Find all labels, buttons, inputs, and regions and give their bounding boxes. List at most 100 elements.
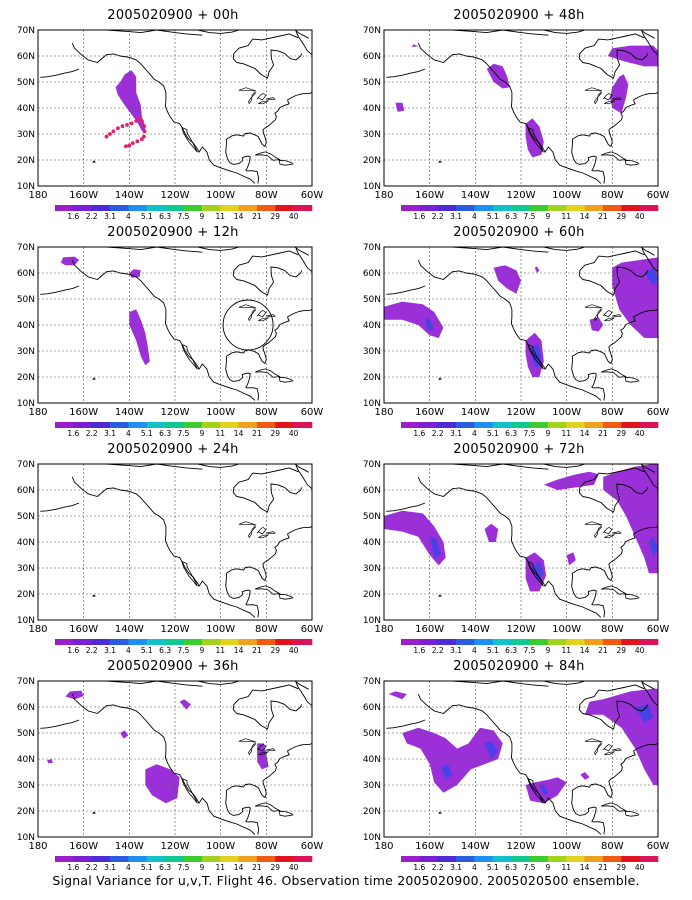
colorbar-swatch xyxy=(474,422,494,428)
flight-track-point xyxy=(127,143,132,148)
colorbar-swatch xyxy=(256,422,276,428)
flight-track-point xyxy=(135,139,140,144)
island-outline xyxy=(181,343,198,370)
map-content xyxy=(384,247,658,403)
lon-label: 80W xyxy=(255,841,278,852)
lon-label: 180 xyxy=(28,190,47,201)
coastline xyxy=(225,91,312,147)
colorbar-swatch xyxy=(621,856,640,862)
colorbar-label: 21 xyxy=(252,863,262,872)
lat-label: 70N xyxy=(363,26,381,36)
colorbar-label: 40 xyxy=(289,429,299,438)
colorbar-swatch xyxy=(73,422,93,428)
colorbar-swatch xyxy=(183,856,203,862)
colorbar-swatch xyxy=(55,422,74,428)
high-variance-area xyxy=(539,785,549,796)
lon-label: 60W xyxy=(647,624,670,635)
lat-label: 60N xyxy=(363,703,381,713)
coastline xyxy=(40,502,80,512)
coastline xyxy=(295,248,312,273)
colorbar-label: 11 xyxy=(215,863,225,872)
lon-label: 60W xyxy=(301,407,324,418)
lat-label: 10N xyxy=(363,616,381,626)
great-lake-outline xyxy=(256,92,267,101)
colorbar-swatch xyxy=(220,856,239,862)
lat-label: 30N xyxy=(17,781,35,791)
coastline xyxy=(71,476,256,618)
colorbar-swatch xyxy=(293,856,313,862)
colorbar-swatch xyxy=(437,856,457,862)
colorbar-label: 40 xyxy=(289,863,299,872)
variance-area xyxy=(525,118,544,158)
lat-label: 60N xyxy=(363,52,381,62)
flight-track-point xyxy=(124,144,128,149)
lon-label: 180 xyxy=(374,407,393,418)
island-outline xyxy=(278,376,294,383)
colorbar-swatch xyxy=(293,422,313,428)
great-lake-outline xyxy=(594,742,603,756)
coastline xyxy=(640,681,655,690)
colorbar-swatch xyxy=(256,856,276,862)
colorbar-label: 5.1 xyxy=(141,863,153,872)
map-content xyxy=(384,30,658,186)
lon-label: 100W xyxy=(206,407,235,418)
lat-label: 70N xyxy=(17,677,35,687)
colorbar-label: 40 xyxy=(289,212,299,221)
lon-label: 180 xyxy=(374,624,393,635)
variance-area xyxy=(395,102,405,112)
colorbar-label: 9 xyxy=(199,863,204,872)
lat-label: 30N xyxy=(363,130,381,140)
colorbar-swatch xyxy=(566,205,585,211)
great-lake-outline xyxy=(238,738,257,743)
panel-title: 2005020900 + 48h xyxy=(453,8,585,23)
coastline xyxy=(225,361,260,401)
colorbar-label: 29 xyxy=(617,646,627,655)
colorbar-label: 4 xyxy=(472,212,477,221)
great-lake-outline xyxy=(612,97,622,101)
colorbar-label: 40 xyxy=(635,212,645,221)
variance-area xyxy=(589,317,604,332)
lon-label: 80W xyxy=(255,624,278,635)
colorbar-label: 14 xyxy=(580,212,590,221)
colorbar-swatch xyxy=(547,422,567,428)
lon-label: 160W xyxy=(415,624,444,635)
great-lake-outline xyxy=(603,534,615,539)
coastline xyxy=(640,247,655,256)
lat-label: 70N xyxy=(363,243,381,253)
colorbar-swatch xyxy=(275,639,294,645)
colorbar-label: 3.1 xyxy=(104,429,116,438)
lon-label: 80W xyxy=(255,407,278,418)
coastline xyxy=(294,464,309,473)
island-outline xyxy=(92,811,97,814)
colorbar-swatch xyxy=(201,856,221,862)
colorbar-label: 1.6 xyxy=(67,863,79,872)
lon-label: 180 xyxy=(374,190,393,201)
coastline xyxy=(294,30,309,39)
panel-00h: 2005020900 + 00h 10N 20N 30N 40N 50N 60N 70N 18… xyxy=(0,0,346,221)
colorbar-swatch xyxy=(621,205,640,211)
flight-track-point xyxy=(108,132,112,136)
colorbar-swatch xyxy=(437,205,457,211)
lon-label: 80W xyxy=(601,407,624,418)
great-lake-outline xyxy=(602,92,613,101)
flight-track-point xyxy=(142,124,147,129)
colorbar-label: 5.1 xyxy=(141,646,153,655)
colorbar-label: 9 xyxy=(545,863,550,872)
coastline xyxy=(294,247,309,256)
lat-label: 60N xyxy=(17,703,35,713)
great-lake-outline xyxy=(266,748,276,752)
variance-area xyxy=(60,256,80,266)
colorbar-label: 7.5 xyxy=(178,429,190,438)
variance-area xyxy=(580,772,590,780)
island-outline xyxy=(254,368,281,378)
lon-label: 120W xyxy=(161,841,190,852)
colorbar-swatch xyxy=(401,205,420,211)
great-lake-outline xyxy=(257,751,269,756)
colorbar-swatch xyxy=(238,639,258,645)
variance-area xyxy=(47,759,53,764)
flight-track-point xyxy=(142,129,147,134)
colorbar-label: 21 xyxy=(598,429,608,438)
high-variance-area xyxy=(635,704,654,723)
lon-label: 120W xyxy=(507,841,536,852)
island-outline xyxy=(278,593,294,600)
